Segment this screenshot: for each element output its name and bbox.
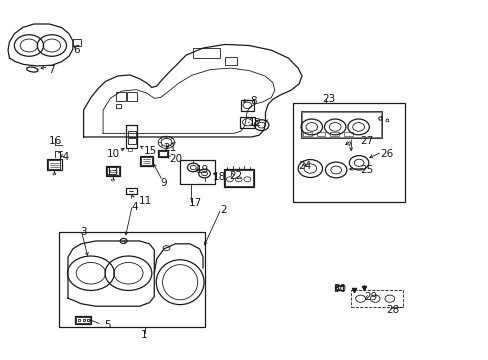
Text: 17: 17 [188, 198, 201, 208]
Bar [180, 160, 215, 184]
Bar [303, 132, 311, 136]
Bar [350, 290, 403, 307]
Text: 3: 3 [80, 227, 87, 237]
Bar [48, 160, 60, 169]
Bar [76, 318, 90, 323]
Bar [126, 126, 137, 148]
Bar [116, 93, 126, 101]
Bar [293, 103, 405, 202]
Bar [59, 232, 205, 327]
Bar [127, 93, 137, 101]
Text: 21: 21 [163, 143, 176, 153]
Text: 24: 24 [298, 161, 311, 171]
Text: 27: 27 [360, 136, 373, 146]
Bar [343, 132, 352, 136]
Text: 14: 14 [57, 152, 70, 162]
Text: 19: 19 [195, 165, 208, 175]
Bar [193, 48, 220, 58]
Bar [75, 316, 91, 324]
Bar [73, 39, 81, 46]
Text: 28: 28 [385, 305, 398, 315]
Text: 29: 29 [363, 292, 376, 302]
Text: 5: 5 [104, 320, 110, 329]
Text: 12: 12 [248, 118, 261, 128]
Text: 23: 23 [322, 94, 335, 104]
Bar [116, 104, 121, 108]
Bar [140, 156, 153, 166]
Text: 6: 6 [73, 45, 80, 55]
Bar [300, 111, 382, 138]
Text: 2: 2 [220, 206, 226, 216]
Text: 18: 18 [212, 172, 225, 182]
Text: 25: 25 [360, 165, 373, 175]
Bar [334, 285, 343, 291]
Text: 30: 30 [332, 284, 346, 294]
Bar [47, 159, 61, 170]
Text: 26: 26 [379, 149, 392, 159]
Bar [335, 286, 342, 290]
Bar [141, 157, 152, 165]
Bar [302, 112, 380, 136]
Bar [128, 148, 132, 151]
Bar [316, 132, 325, 136]
Text: 4: 4 [131, 202, 138, 212]
Bar [158, 149, 168, 157]
Bar [240, 100, 254, 111]
Text: 16: 16 [48, 136, 61, 145]
Bar [159, 150, 166, 156]
Text: 20: 20 [168, 154, 182, 164]
Text: 8: 8 [250, 96, 257, 106]
Bar [224, 170, 253, 186]
Bar [128, 131, 136, 137]
Bar [330, 132, 338, 136]
Text: 7: 7 [48, 64, 55, 75]
Text: 9: 9 [160, 177, 167, 188]
Text: 10: 10 [107, 149, 120, 159]
Text: 11: 11 [139, 196, 152, 206]
Text: 1: 1 [141, 330, 147, 340]
Bar [224, 169, 254, 187]
Bar [128, 138, 136, 144]
Bar [239, 117, 255, 128]
Bar [107, 167, 119, 175]
Bar [126, 188, 137, 194]
Text: 22: 22 [228, 171, 242, 181]
Bar [224, 57, 237, 65]
Bar [105, 166, 120, 176]
Text: 13: 13 [105, 167, 119, 177]
Text: 15: 15 [143, 145, 157, 156]
